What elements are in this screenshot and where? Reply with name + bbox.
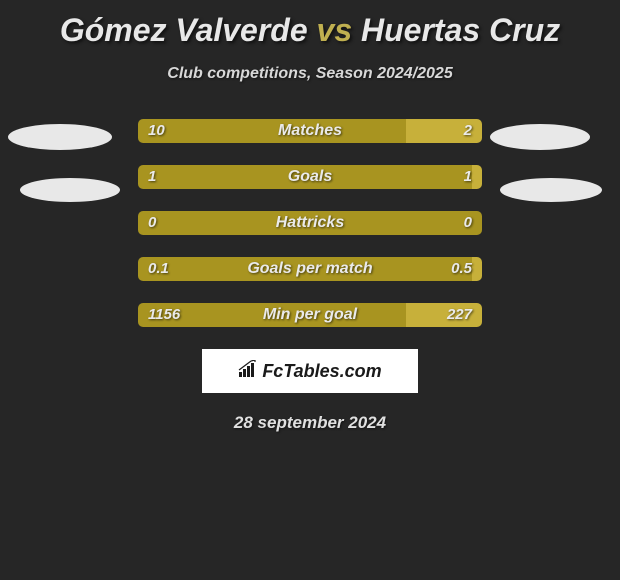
title-vs: vs	[317, 12, 353, 48]
bar-right	[472, 257, 482, 281]
stat-value-right: 0.5	[451, 257, 472, 281]
bar-left	[138, 211, 482, 235]
logo-box: FcTables.com	[202, 349, 418, 393]
stat-value-left: 0.1	[148, 257, 169, 281]
decorative-ellipse	[490, 124, 590, 150]
stat-rows: 102Matches11Goals00Hattricks0.10.5Goals …	[0, 119, 620, 327]
stat-bar	[138, 119, 482, 143]
bar-left	[138, 165, 472, 189]
comparison-title: Gómez Valverde vs Huertas Cruz	[0, 0, 620, 49]
stat-value-left: 1	[148, 165, 156, 189]
stat-value-left: 1156	[148, 303, 180, 327]
decorative-ellipse	[20, 178, 120, 202]
date-text: 28 september 2024	[0, 413, 620, 433]
chart-icon	[238, 360, 258, 383]
bar-left	[138, 257, 472, 281]
stat-bar	[138, 165, 482, 189]
decorative-ellipse	[500, 178, 602, 202]
bar-right	[472, 165, 482, 189]
stat-value-right: 227	[447, 303, 472, 327]
stat-bar	[138, 303, 482, 327]
stat-value-right: 1	[464, 165, 472, 189]
stat-value-left: 10	[148, 119, 165, 143]
stat-row: 0.10.5Goals per match	[138, 257, 482, 281]
player-right-name: Huertas Cruz	[361, 12, 560, 48]
stat-bar	[138, 211, 482, 235]
stat-row: 1156227Min per goal	[138, 303, 482, 327]
stat-value-right: 0	[464, 211, 472, 235]
subtitle: Club competitions, Season 2024/2025	[0, 65, 620, 83]
stat-value-right: 2	[464, 119, 472, 143]
stat-row: 00Hattricks	[138, 211, 482, 235]
stat-row: 102Matches	[138, 119, 482, 143]
bar-left	[138, 119, 406, 143]
player-left-name: Gómez Valverde	[60, 12, 308, 48]
logo-text: FcTables.com	[262, 361, 381, 382]
stat-value-left: 0	[148, 211, 156, 235]
decorative-ellipse	[8, 124, 112, 150]
stat-bar	[138, 257, 482, 281]
stat-row: 11Goals	[138, 165, 482, 189]
logo: FcTables.com	[238, 360, 381, 383]
